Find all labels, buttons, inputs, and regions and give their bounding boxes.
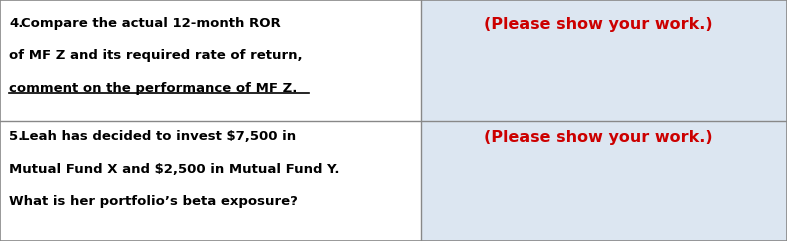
Text: comment on the performance of MF Z.: comment on the performance of MF Z. [9, 82, 297, 95]
Bar [421, 120, 787, 241]
Bar [421, 0, 787, 120]
Text: What is her portfolio’s beta exposure?: What is her portfolio’s beta exposure? [9, 195, 298, 208]
Text: 5.: 5. [9, 130, 24, 143]
Text: (Please show your work.): (Please show your work.) [484, 17, 712, 32]
Text: Mutual Fund X and $2,500 in Mutual Fund Y.: Mutual Fund X and $2,500 in Mutual Fund … [9, 163, 340, 176]
Text: Compare the actual 12-month ROR: Compare the actual 12-month ROR [21, 17, 281, 30]
Text: 4.: 4. [9, 17, 24, 30]
Text: (Please show your work.): (Please show your work.) [484, 130, 712, 145]
Text: Leah has decided to invest $7,500 in: Leah has decided to invest $7,500 in [21, 130, 297, 143]
Text: of MF Z and its required rate of return,: of MF Z and its required rate of return, [9, 49, 303, 62]
